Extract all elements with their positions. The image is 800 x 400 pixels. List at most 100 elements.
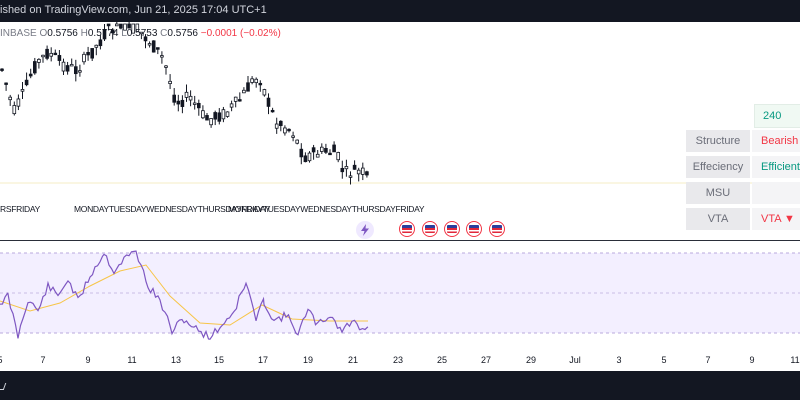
time-tick: 7 bbox=[705, 355, 711, 365]
high-value: 0.5774 bbox=[87, 28, 119, 39]
candle-body bbox=[283, 127, 287, 134]
candle-body bbox=[106, 23, 111, 27]
candle-body bbox=[24, 79, 29, 86]
time-tick: 23 bbox=[392, 355, 404, 365]
candle-body bbox=[41, 54, 45, 58]
candle-body bbox=[12, 105, 17, 115]
rsi-pane[interactable] bbox=[0, 241, 800, 350]
us-flag-icon[interactable] bbox=[422, 221, 438, 237]
candle-body bbox=[278, 120, 283, 126]
candle-body bbox=[37, 58, 41, 63]
published-text: ished on TradingView.com, Jun 21, 2025 1… bbox=[0, 4, 267, 16]
us-flag-icon[interactable] bbox=[444, 221, 460, 237]
time-tick: 25 bbox=[436, 355, 448, 365]
candle-body bbox=[20, 89, 25, 92]
bottom-bar bbox=[0, 371, 800, 400]
candle-body bbox=[340, 167, 345, 173]
candle-body bbox=[233, 96, 238, 102]
candle-body bbox=[246, 82, 250, 92]
session-label-3: MONDAYTUESDAYWEDNESDAYTHURSDAYFRIDAY bbox=[228, 204, 425, 214]
us-flag-icon[interactable] bbox=[466, 221, 482, 237]
candle-body bbox=[115, 23, 119, 27]
change-value: −0.0001 (−0.02%) bbox=[200, 28, 281, 39]
pane-divider[interactable] bbox=[0, 240, 800, 241]
candle-body bbox=[287, 128, 291, 132]
candle-body bbox=[131, 23, 136, 34]
open-label: O bbox=[39, 28, 48, 39]
candle-body bbox=[69, 64, 74, 67]
price-chart[interactable] bbox=[0, 22, 800, 238]
candle-body bbox=[229, 103, 234, 108]
time-tick: 17 bbox=[257, 355, 269, 365]
lightning-bolt-icon[interactable] bbox=[356, 221, 374, 239]
candle-body bbox=[319, 146, 324, 152]
time-tick: 11 bbox=[127, 355, 137, 365]
candle-body bbox=[237, 99, 242, 102]
candle-body bbox=[0, 68, 4, 71]
candle-body bbox=[184, 91, 189, 98]
candle-body bbox=[270, 109, 275, 113]
candle-body bbox=[16, 98, 21, 107]
us-flag-icon[interactable] bbox=[489, 221, 505, 237]
candle-body bbox=[242, 89, 246, 94]
candle-body bbox=[160, 55, 164, 58]
candle-body bbox=[356, 169, 361, 175]
candle-body bbox=[365, 171, 369, 176]
time-tick: 9 bbox=[749, 355, 755, 365]
efficiency-label: Effeciency bbox=[686, 156, 750, 178]
candle-body bbox=[324, 147, 328, 153]
candle-body bbox=[192, 102, 197, 105]
candle-body bbox=[205, 115, 209, 121]
candle-body bbox=[201, 110, 205, 119]
time-tick: 27 bbox=[480, 355, 492, 365]
candle-body bbox=[168, 80, 172, 85]
candle-body bbox=[336, 152, 340, 161]
candle-body bbox=[274, 123, 279, 129]
candle-body bbox=[176, 100, 181, 105]
time-tick: 29 bbox=[525, 355, 537, 365]
candle-body bbox=[262, 89, 267, 96]
candle-body bbox=[180, 99, 185, 107]
session-label-2: MONDAYTUESDAYWEDNESDAYTHURSDAYFRIDAY bbox=[74, 204, 271, 214]
candle-body bbox=[295, 139, 299, 144]
logo-mark-icon bbox=[0, 383, 7, 390]
candle-body bbox=[102, 29, 107, 40]
candle-body bbox=[143, 36, 148, 42]
candle-body bbox=[8, 96, 13, 101]
efficiency-value: Efficient bbox=[752, 156, 800, 178]
candle-body bbox=[250, 78, 254, 83]
published-header-bar: ished on TradingView.com, Jun 21, 2025 1… bbox=[0, 0, 800, 22]
candle-body bbox=[98, 39, 103, 47]
symbol-fragment: INBASE bbox=[0, 28, 37, 39]
candle-body bbox=[352, 164, 357, 170]
candle-body bbox=[164, 65, 168, 68]
time-tick: 9 bbox=[85, 355, 91, 365]
candle-body bbox=[332, 144, 336, 153]
timeframe-badge: 240 bbox=[754, 104, 800, 128]
candlesticks bbox=[0, 22, 369, 185]
us-flag-icon[interactable] bbox=[399, 221, 415, 237]
candle-body bbox=[221, 109, 226, 120]
msu-value bbox=[752, 182, 800, 204]
candle-body bbox=[49, 52, 53, 57]
candle-body bbox=[348, 175, 353, 178]
candle-body bbox=[299, 148, 304, 158]
vta-label: VTA bbox=[686, 208, 750, 230]
time-tick: 13 bbox=[170, 355, 182, 365]
candle-body bbox=[266, 97, 271, 107]
candle-body bbox=[147, 43, 152, 46]
candle-body bbox=[33, 61, 37, 74]
candle-body bbox=[61, 61, 66, 72]
time-tick: 15 bbox=[213, 355, 225, 365]
candle-body bbox=[344, 166, 349, 170]
candle-body bbox=[225, 111, 230, 117]
rsi-ma-line bbox=[0, 264, 368, 326]
candle-body bbox=[90, 48, 95, 59]
candle-body bbox=[65, 65, 70, 72]
candle-body bbox=[311, 147, 316, 153]
candle-body bbox=[315, 153, 320, 158]
candle-body bbox=[209, 118, 213, 126]
time-tick: 21 bbox=[347, 355, 359, 365]
candle-body bbox=[45, 48, 49, 59]
time-tick: 19 bbox=[302, 355, 314, 365]
